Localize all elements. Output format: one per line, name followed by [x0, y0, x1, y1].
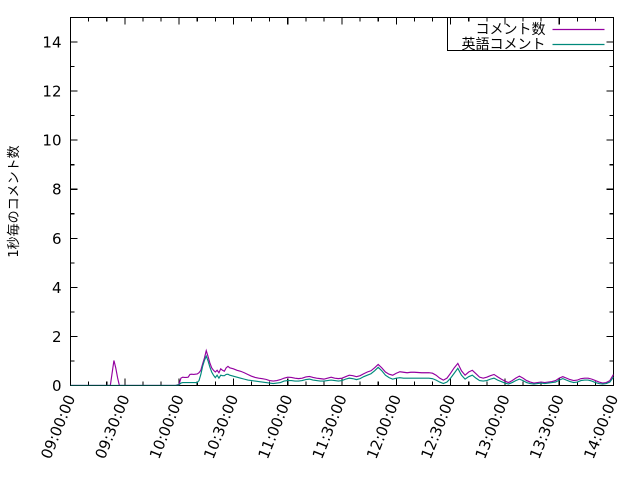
y-tick-label: 14 — [42, 34, 61, 52]
legend-border — [446, 16, 615, 52]
x-tick-label: 11:30:00 — [309, 392, 351, 461]
y-tick-label: 10 — [42, 132, 61, 150]
x-tick-label: 13:00:00 — [472, 392, 514, 461]
y-axis-label: 1秒毎のコメント数 — [6, 145, 22, 257]
x-tick-label: 12:30:00 — [417, 392, 459, 461]
y-tick-label: 2 — [52, 328, 62, 346]
x-axis-ticks: 09:00:00 09:30:00 10:00:00 10:30:00 11:00:00… — [37, 17, 622, 461]
y-tick-label: 4 — [52, 279, 62, 297]
y-tick-label: 12 — [42, 83, 61, 101]
x-tick-label: 13:30:00 — [526, 392, 568, 461]
y-tick-label: 6 — [52, 230, 62, 248]
x-tick-label: 10:00:00 — [146, 392, 188, 461]
y-tick-label: 8 — [52, 181, 62, 199]
x-tick-label: 09:00:00 — [37, 392, 79, 461]
series-line-comment-count — [70, 348, 614, 386]
plot-frame — [69, 16, 615, 387]
x-tick-label: 14:00:00 — [580, 392, 622, 461]
legend-label: コメント数 — [476, 22, 546, 38]
y-axis-ticks: 0 2 4 6 8 10 12 14 — [42, 16, 614, 395]
data-series-group — [70, 348, 614, 386]
plot-axes — [69, 16, 615, 387]
y-tick-label: 0 — [52, 377, 62, 395]
x-tick-label: 09:30:00 — [92, 392, 134, 461]
series-line-english-comment — [70, 354, 614, 386]
x-tick-label: 10:30:00 — [200, 392, 242, 461]
y-axis-title: 1秒毎のコメント数 — [6, 145, 22, 257]
x-tick-label: 12:00:00 — [363, 392, 405, 461]
legend-label: 英語コメント — [462, 36, 546, 53]
x-tick-label: 11:00:00 — [254, 392, 296, 461]
